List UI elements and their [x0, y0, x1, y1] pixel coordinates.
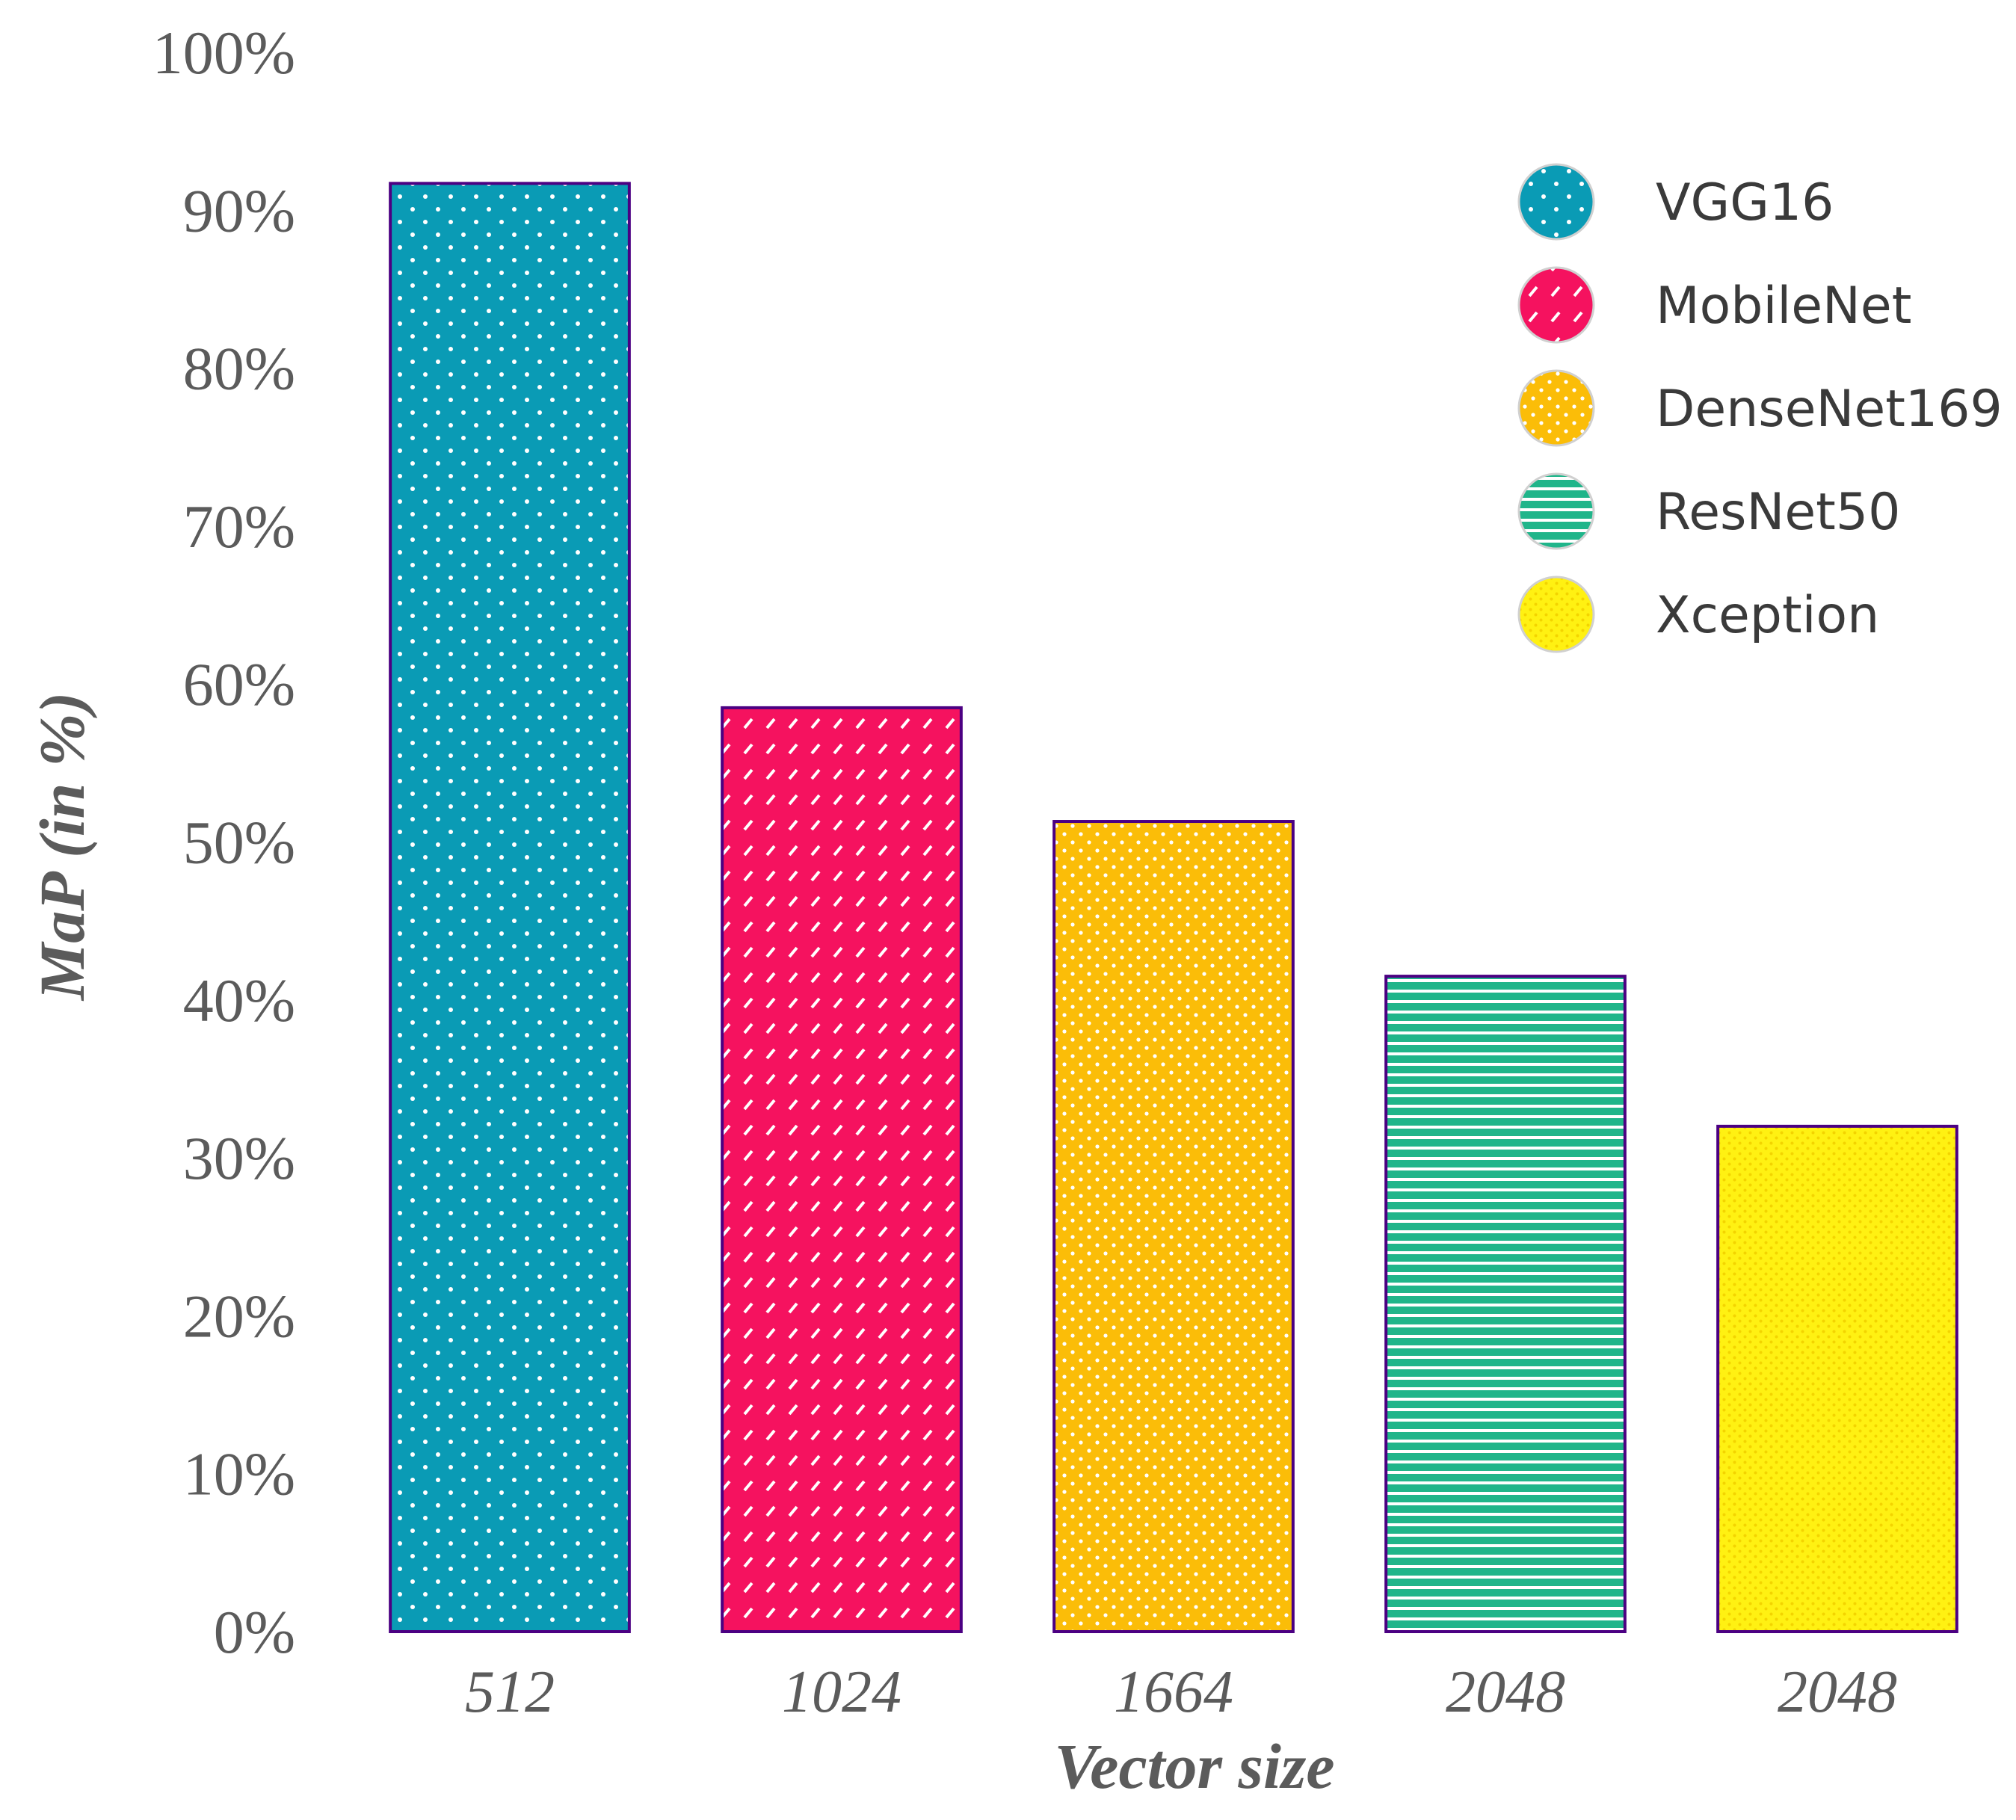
x-tick-label: 2048 — [1446, 1659, 1565, 1725]
bar-resnet50 — [1384, 975, 1627, 1633]
x-tick-label: 1664 — [1114, 1659, 1233, 1725]
bar-mobilenet — [721, 706, 963, 1633]
y-tick-label: 70% — [183, 493, 295, 561]
y-tick-label: 60% — [183, 650, 295, 718]
x-tick-label: 1024 — [782, 1659, 901, 1725]
bar-vgg16 — [389, 182, 631, 1633]
legend-swatch — [1517, 472, 1595, 550]
y-tick-label: 50% — [183, 809, 295, 877]
y-axis-ticks: 0% 10% 20% 30% 40% 50% 60% 70% 80% 90% 100% — [152, 19, 295, 1666]
y-tick-label: 20% — [183, 1282, 295, 1350]
bar-xception — [1716, 1124, 1958, 1633]
y-tick-label: 90% — [183, 176, 295, 244]
legend-label: VGG16 — [1656, 173, 1834, 232]
legend-swatch — [1517, 163, 1595, 241]
legend-label: DenseNet169 — [1656, 380, 2003, 439]
y-tick-label: 0% — [214, 1598, 295, 1666]
x-axis-categories: 512 1024 1664 2048 2048 — [465, 1659, 1897, 1725]
y-tick-label: 30% — [183, 1124, 295, 1192]
x-tick-label: 2048 — [1778, 1659, 1897, 1725]
y-tick-label: 80% — [183, 335, 295, 403]
legend-label: ResNet50 — [1656, 483, 1900, 542]
legend-swatch — [1517, 369, 1595, 447]
legend-label: MobileNet — [1656, 277, 1911, 336]
x-axis-title: Vector size — [1054, 1730, 1334, 1802]
y-axis-title: MaP (in %) — [26, 692, 98, 1002]
y-tick-label: 10% — [183, 1440, 295, 1508]
y-tick-label: 40% — [183, 966, 295, 1034]
x-tick-label: 512 — [465, 1659, 555, 1725]
bars — [389, 182, 1958, 1633]
y-tick-label: 100% — [152, 19, 295, 87]
legend-swatch — [1517, 576, 1595, 653]
legend: VGG16 MobileNet DenseNet169 ResNet50 Xceptio… — [1517, 163, 2003, 653]
legend-swatch — [1517, 266, 1595, 344]
bar-densenet169 — [1052, 820, 1295, 1633]
legend-label: Xception — [1656, 586, 1879, 645]
